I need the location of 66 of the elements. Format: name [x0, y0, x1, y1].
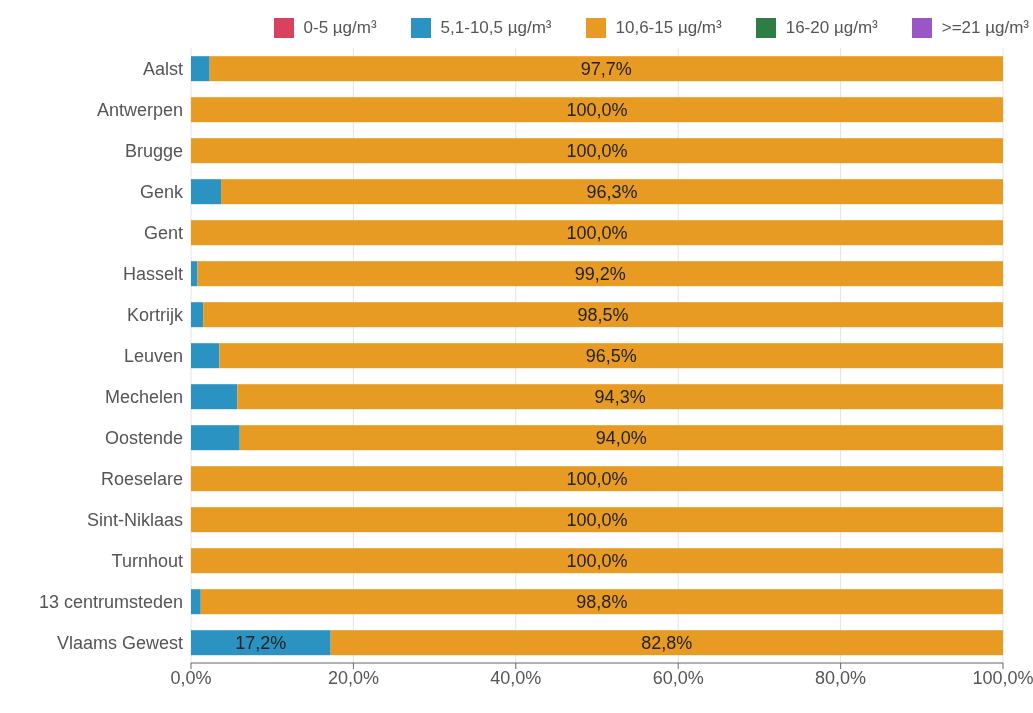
data-label: 100,0% — [566, 222, 628, 243]
bar — [191, 138, 1003, 164]
x-tick-label: 20,0% — [327, 667, 379, 688]
data-label: 96,3% — [586, 181, 638, 202]
y-tick-label: Mechelen — [104, 386, 183, 407]
legend-label: >=21 µg/m³ — [941, 18, 1029, 38]
data-label: 100,0% — [566, 140, 628, 161]
data-label: 94,3% — [594, 386, 646, 407]
bar — [191, 548, 1003, 574]
x-tick-label: 80,0% — [815, 667, 867, 688]
data-label: 100,0% — [566, 509, 628, 530]
bar — [191, 56, 210, 82]
y-tick-label: Aalst — [142, 58, 183, 79]
y-tick-label: Sint-Niklaas — [86, 509, 183, 530]
bar — [191, 425, 240, 451]
bar — [219, 343, 1003, 369]
y-tick-label: Genk — [139, 181, 184, 202]
data-label: 97,7% — [580, 58, 632, 79]
bar — [237, 384, 1003, 410]
bar — [191, 466, 1003, 492]
y-tick-label: Gent — [143, 222, 183, 243]
bar — [239, 425, 1003, 451]
y-tick-label: Oostende — [104, 427, 183, 448]
bar — [191, 589, 201, 615]
legend-label: 10,6-15 µg/m³ — [615, 18, 722, 38]
x-tick-label: 60,0% — [652, 667, 704, 688]
data-label: 100,0% — [566, 468, 628, 489]
data-label: 96,5% — [585, 345, 637, 366]
data-label: 17,2% — [235, 632, 287, 653]
y-tick-label: Brugge — [124, 140, 183, 161]
y-tick-label: Roeselare — [100, 468, 183, 489]
bar — [330, 630, 1003, 656]
legend-label: 16-20 µg/m³ — [785, 18, 878, 38]
bar — [191, 384, 238, 410]
x-tick-label: 40,0% — [490, 667, 542, 688]
bar — [221, 179, 1003, 205]
bar — [191, 261, 198, 287]
bar — [209, 56, 1003, 82]
bar — [191, 220, 1003, 246]
y-tick-label: Vlaams Gewest — [56, 632, 183, 653]
y-tick-label: 13 centrumsteden — [38, 591, 183, 612]
data-label: 100,0% — [566, 550, 628, 571]
bar — [200, 589, 1003, 615]
y-tick-label: Hasselt — [122, 263, 183, 284]
bar — [191, 302, 204, 328]
data-label: 94,0% — [595, 427, 647, 448]
bar — [197, 261, 1003, 287]
y-tick-label: Kortrijk — [126, 304, 184, 325]
bar — [203, 302, 1003, 328]
bar — [191, 97, 1003, 123]
legend-label: 0-5 µg/m³ — [303, 18, 377, 38]
y-tick-label: Leuven — [123, 345, 183, 366]
data-label: 100,0% — [566, 99, 628, 120]
x-tick-label: 100,0% — [972, 667, 1033, 688]
y-tick-label: Turnhout — [111, 550, 183, 571]
bar — [191, 343, 220, 369]
bar — [191, 179, 222, 205]
bar — [191, 630, 331, 656]
data-label: 82,8% — [641, 632, 693, 653]
data-label: 98,8% — [576, 591, 628, 612]
data-label: 98,5% — [577, 304, 629, 325]
legend-label: 5,1-10,5 µg/m³ — [440, 18, 552, 38]
y-tick-label: Antwerpen — [96, 99, 183, 120]
data-label: 99,2% — [574, 263, 626, 284]
bar — [191, 507, 1003, 533]
x-tick-label: 0,0% — [170, 667, 212, 688]
